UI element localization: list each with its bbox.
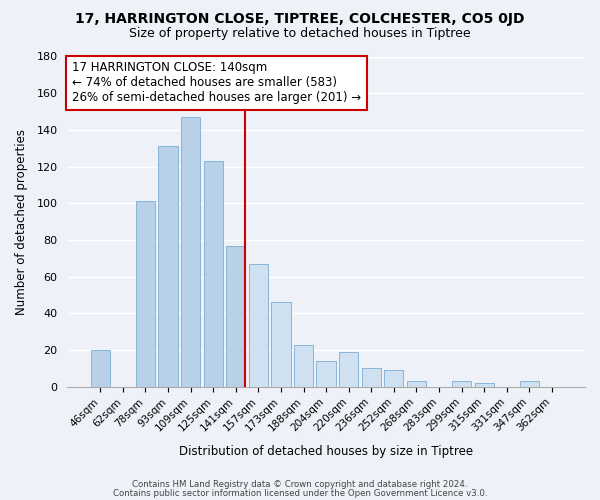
Bar bbox=[271, 302, 290, 387]
X-axis label: Distribution of detached houses by size in Tiptree: Distribution of detached houses by size … bbox=[179, 444, 473, 458]
Bar bbox=[136, 202, 155, 387]
Bar bbox=[181, 117, 200, 387]
Bar bbox=[362, 368, 381, 387]
Bar bbox=[407, 382, 426, 387]
Text: Contains public sector information licensed under the Open Government Licence v3: Contains public sector information licen… bbox=[113, 489, 487, 498]
Text: 17, HARRINGTON CLOSE, TIPTREE, COLCHESTER, CO5 0JD: 17, HARRINGTON CLOSE, TIPTREE, COLCHESTE… bbox=[75, 12, 525, 26]
Bar bbox=[226, 246, 245, 387]
Bar bbox=[339, 352, 358, 387]
Bar bbox=[294, 344, 313, 387]
Bar bbox=[203, 161, 223, 387]
Bar bbox=[452, 382, 471, 387]
Bar bbox=[158, 146, 178, 387]
Y-axis label: Number of detached properties: Number of detached properties bbox=[15, 128, 28, 314]
Bar bbox=[316, 361, 335, 387]
Text: 17 HARRINGTON CLOSE: 140sqm
← 74% of detached houses are smaller (583)
26% of se: 17 HARRINGTON CLOSE: 140sqm ← 74% of det… bbox=[73, 62, 361, 104]
Text: Contains HM Land Registry data © Crown copyright and database right 2024.: Contains HM Land Registry data © Crown c… bbox=[132, 480, 468, 489]
Bar bbox=[384, 370, 403, 387]
Bar bbox=[475, 383, 494, 387]
Text: Size of property relative to detached houses in Tiptree: Size of property relative to detached ho… bbox=[129, 28, 471, 40]
Bar bbox=[520, 382, 539, 387]
Bar bbox=[249, 264, 268, 387]
Bar bbox=[91, 350, 110, 387]
